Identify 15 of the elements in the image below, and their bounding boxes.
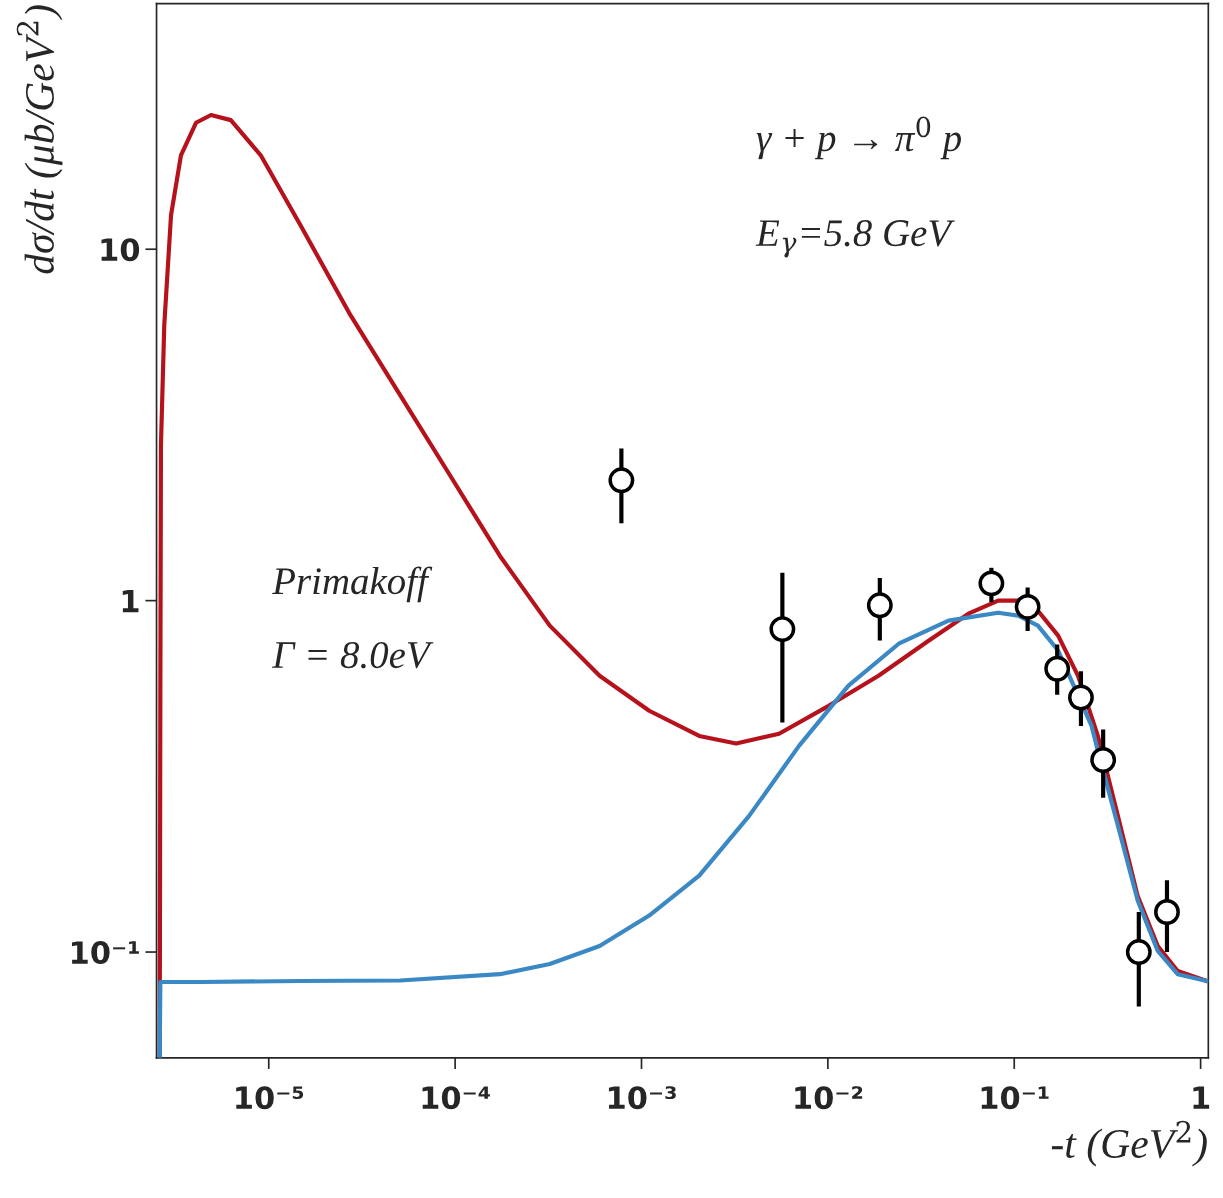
annotation: Primakoff [272, 566, 433, 603]
x-tick-label: 10⁻² [795, 1086, 863, 1110]
annotation: Γ = 8.0eV [271, 641, 434, 669]
y-tick-label: 10⁻¹ [71, 940, 139, 965]
annotation: E$_{γ}$=5.8 GeV [755, 220, 955, 258]
x-tick-label: 10⁻⁴ [422, 1086, 490, 1110]
x-axis-title: -t (GeV$^{2}$) [1051, 1120, 1207, 1167]
x-tick-label: 10⁻³ [608, 1086, 676, 1110]
y-tick-label: 1 [122, 589, 139, 613]
annotation: γ + p → π$^{0}$ p [756, 116, 961, 160]
y-tick-label: 10 [101, 238, 140, 262]
x-tick-label: 10⁻¹ [981, 1086, 1049, 1110]
y-axis-title: dσ/dt (μb/GeV$^{2}$) [16, 5, 63, 274]
x-tick-label: 10⁻⁵ [236, 1086, 304, 1110]
x-tick-label: 1 [1193, 1086, 1210, 1109]
